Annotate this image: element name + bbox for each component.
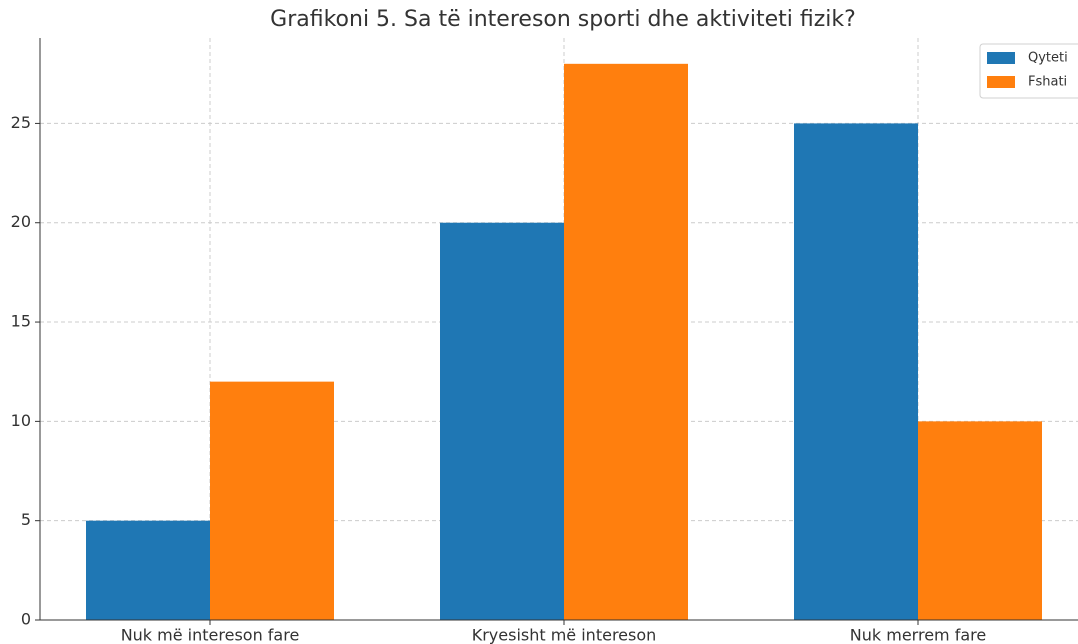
y-tick-label: 15: [11, 312, 31, 331]
legend-swatch: [987, 76, 1015, 88]
x-tick-label: Kryesisht më intereson: [472, 626, 657, 644]
bar: [918, 421, 1042, 620]
y-tick-label: 10: [11, 411, 31, 430]
x-tick-label: Nuk më intereson fare: [121, 626, 300, 644]
legend-swatch: [987, 52, 1015, 64]
y-tick-label: 5: [21, 510, 31, 529]
bar: [794, 123, 918, 621]
y-tick-label: 20: [11, 212, 31, 231]
bar: [440, 222, 564, 620]
chart-title: Grafikoni 5. Sa të intereson sporti dhe …: [270, 7, 856, 32]
legend-label: Fshati: [1028, 75, 1067, 90]
legend-label: Qyteti: [1028, 51, 1068, 66]
bar: [564, 63, 688, 621]
bar: [210, 381, 334, 620]
y-tick-label: 25: [11, 113, 31, 132]
y-tick-label: 0: [21, 610, 31, 629]
x-tick-label: Nuk merrem fare: [850, 626, 986, 644]
bar: [86, 520, 210, 620]
